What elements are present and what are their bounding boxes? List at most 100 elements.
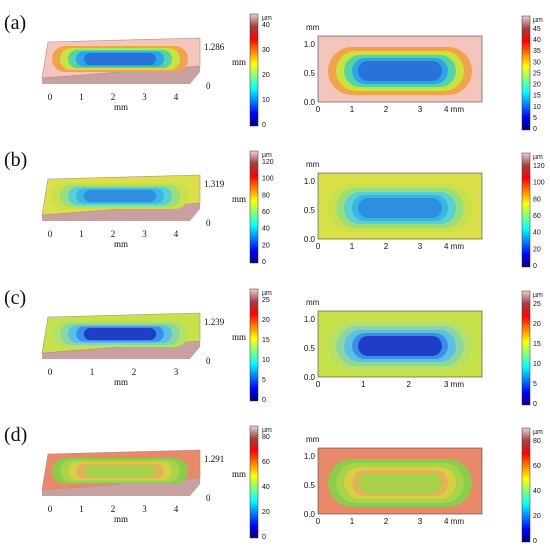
- plan-colorbar-tick: 25: [533, 301, 541, 308]
- iso-x-tick: 1: [79, 229, 84, 239]
- iso-x-tick: 0: [48, 367, 53, 377]
- isometric-view: 0 1 2 3 4 mm 1.286 mm 0: [41, 37, 246, 112]
- plan-y-tick: 0.5: [304, 481, 316, 490]
- track-core: [84, 190, 156, 202]
- iso-colorbar: µm 0 10 20 30 40: [249, 13, 272, 129]
- iso-height-value: 1.239: [204, 317, 225, 327]
- plan-colorbar: µm 0 5 10 15 20 25 30 35 40 45: [521, 15, 543, 133]
- iso-colorbar-tick: 40: [262, 22, 270, 29]
- plan-colorbar-tick: 20: [533, 246, 541, 253]
- iso-x-tick: 4: [174, 229, 179, 239]
- track-core: [84, 328, 156, 340]
- track-core: [358, 61, 442, 81]
- plan-x-last: 4 mm: [444, 242, 464, 251]
- iso-colorbar-unit: µm: [262, 15, 272, 22]
- iso-x-tick: 0: [48, 504, 53, 514]
- iso-x-tick: 3: [142, 504, 147, 514]
- plan-y-unit: mm: [306, 160, 320, 169]
- plan-colorbar-tick: 0: [533, 538, 537, 545]
- iso-x-tick: 3: [174, 367, 179, 377]
- iso-colorbar: µm 0 20 40 60 80 100 120: [249, 150, 274, 266]
- plan-colorbar-tick: 60: [533, 463, 541, 470]
- plan-colorbar-tick: 10: [533, 104, 541, 111]
- plan-colorbar-tick: 5: [533, 115, 537, 122]
- iso-colorbar-tick: 20: [262, 509, 270, 516]
- track-core: [84, 465, 156, 477]
- plan-y-unit: mm: [306, 23, 320, 32]
- figure-panel: (b) 0 1 2 3 4 mm 1.319 mm 0 µm 0 20 40 60 80 100 120 mm 0.0…: [0, 145, 550, 281]
- plan-view: mm 0.0 0.5 1.0 0 1 2 3 mm: [304, 298, 483, 389]
- track-core: [358, 473, 442, 493]
- plan-x-tick: 1: [350, 517, 355, 526]
- iso-colorbar-tick: 40: [262, 226, 270, 233]
- iso-x-unit: mm: [114, 102, 128, 112]
- plan-colorbar-tick: 40: [533, 488, 541, 495]
- plan-y-tick: 0.5: [304, 206, 316, 215]
- panel-label: (d): [4, 424, 28, 446]
- isometric-view: 0 1 2 3 4 mm 1.319 mm 0: [41, 174, 246, 249]
- plan-colorbar-unit: µm: [533, 429, 543, 436]
- plan-colorbar-tick: 80: [533, 196, 541, 203]
- plan-x-tick: 2: [384, 517, 389, 526]
- plan-x-tick: 0: [316, 380, 321, 389]
- plan-x-tick: 3: [418, 517, 423, 526]
- plan-x-tick: 2: [406, 380, 411, 389]
- iso-colorbar-tick: 0: [262, 534, 266, 541]
- iso-x-tick: 3: [142, 92, 147, 102]
- figure-panel: (c) 0 1 2 3 mm 1.239 mm 0 µm 0 5 10 15 20 25 mm 0.0 0.5 1.0…: [0, 283, 550, 419]
- iso-x-tick: 2: [111, 229, 116, 239]
- plan-x-tick: 0: [316, 105, 321, 114]
- iso-colorbar-tick: 10: [262, 97, 270, 104]
- figure-panel: (d) 0 1 2 3 4 mm 1.291 mm 0 µm 0 20 40 60 80 mm 0.0 0.5 1.0…: [0, 420, 550, 556]
- iso-colorbar-tick: 100: [262, 176, 274, 183]
- plan-colorbar-tick: 10: [533, 361, 541, 368]
- plan-x-tick: 2: [384, 105, 389, 114]
- plan-colorbar: µm 0 5 10 15 20 25: [521, 290, 543, 408]
- plan-y-tick: 0.0: [304, 98, 316, 107]
- iso-colorbar-tick: 0: [262, 122, 266, 129]
- iso-colorbar-tick: 0: [262, 259, 266, 266]
- iso-x-tick: 1: [79, 92, 84, 102]
- iso-x-tick: 1: [90, 367, 95, 377]
- plan-colorbar-tick: 5: [533, 381, 537, 388]
- iso-height-unit: mm: [232, 194, 246, 204]
- plan-x-tick: 0: [316, 517, 321, 526]
- plan-x-last: 4 mm: [444, 105, 464, 114]
- plan-y-unit: mm: [306, 298, 320, 307]
- iso-x-tick: 1: [79, 504, 84, 514]
- plan-y-tick: 0.0: [304, 510, 316, 519]
- plan-colorbar-tick: 100: [533, 180, 545, 187]
- plan-x-tick: 1: [350, 105, 355, 114]
- plan-y-tick: 0.0: [304, 235, 316, 244]
- plan-colorbar-tick: 15: [533, 93, 541, 100]
- iso-colorbar-tick: 15: [262, 337, 270, 344]
- iso-colorbar-tick: 60: [262, 459, 270, 466]
- iso-colorbar-unit: µm: [262, 290, 272, 297]
- iso-zero: 0: [206, 493, 211, 503]
- plan-colorbar-unit: µm: [533, 292, 543, 299]
- panel-label: (c): [4, 287, 27, 309]
- iso-colorbar: µm 0 5 10 15 20 25: [249, 288, 272, 404]
- iso-zero: 0: [206, 81, 211, 91]
- plan-colorbar-unit: µm: [533, 154, 543, 161]
- iso-x-unit: mm: [114, 514, 128, 524]
- plan-x-last: 3 mm: [444, 380, 464, 389]
- iso-colorbar-tick: 120: [262, 159, 274, 166]
- plan-colorbar: µm 0 20 40 60 80 100 120: [521, 152, 545, 270]
- iso-colorbar-tick: 20: [262, 242, 270, 249]
- plan-colorbar-tick: 20: [533, 82, 541, 89]
- plan-colorbar-tick: 0: [533, 401, 537, 408]
- plan-colorbar-tick: 80: [533, 438, 541, 445]
- plan-colorbar-tick: 20: [533, 513, 541, 520]
- plan-colorbar-tick: 0: [533, 263, 537, 270]
- plan-x-tick: 3: [418, 242, 423, 251]
- iso-height-unit: mm: [232, 332, 246, 342]
- plan-view: mm 0.0 0.5 1.0 0 1 2 3 4 mm: [304, 23, 483, 114]
- iso-colorbar-tick: 25: [262, 297, 270, 304]
- iso-colorbar: µm 0 20 40 60 80: [249, 425, 272, 541]
- plan-y-unit: mm: [306, 435, 320, 444]
- iso-height-value: 1.286: [204, 42, 225, 52]
